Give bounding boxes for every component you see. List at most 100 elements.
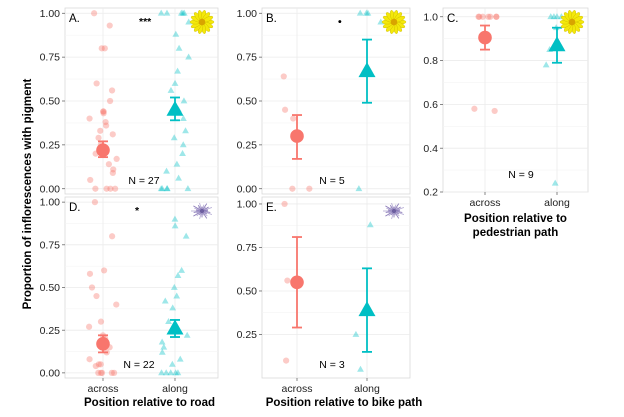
point-across — [103, 122, 110, 129]
panel-e: 0.25 0.50 0.75 1.00 E. N = 3 across along Positi… — [237, 196, 422, 409]
flower-center — [390, 18, 398, 26]
point-along — [162, 369, 170, 376]
point-along — [174, 67, 181, 74]
point-along — [163, 167, 170, 174]
x-tick-label: across — [470, 197, 501, 209]
point-across — [110, 166, 117, 173]
point-across — [95, 361, 102, 368]
point-along — [171, 79, 179, 86]
x-axis-title: pedestrian path — [473, 227, 559, 239]
sample-size-label: N = 22 — [123, 359, 154, 371]
panel-label: D. — [69, 202, 81, 214]
y-tick-label: 0.50 — [237, 286, 258, 298]
point-along — [158, 338, 166, 345]
yellow-flower-icon — [189, 10, 215, 34]
y-tick-label: 0.50 — [40, 96, 61, 108]
panel-label: B. — [266, 13, 277, 25]
point-along — [174, 271, 182, 278]
point-across — [100, 108, 107, 115]
point-along — [542, 61, 550, 68]
point-across — [290, 115, 297, 122]
point-along — [355, 185, 363, 192]
point-across — [97, 318, 105, 325]
y-tick-label: 0.4 — [423, 143, 438, 155]
point-along — [158, 369, 165, 376]
flower-center — [198, 18, 206, 26]
point-along — [170, 283, 178, 290]
across-mean-point — [290, 275, 304, 290]
point-along — [179, 114, 187, 121]
y-tick-label: 0.75 — [237, 52, 258, 64]
x-tick-label: along — [544, 197, 570, 209]
point-along — [173, 160, 181, 167]
point-along — [171, 222, 179, 229]
point-across — [102, 118, 109, 126]
purple-flower-icon — [191, 202, 213, 220]
point-across — [476, 13, 483, 20]
point-along — [171, 215, 179, 222]
point-across — [109, 169, 116, 177]
panel-label: C. — [447, 13, 459, 25]
point-across — [86, 270, 94, 277]
point-along — [161, 297, 169, 304]
point-across — [100, 267, 108, 274]
point-along — [356, 9, 364, 16]
point-across — [106, 22, 113, 29]
y-tick-label: 1.00 — [237, 8, 258, 20]
point-across — [88, 284, 96, 291]
y-tick-label: 0.00 — [40, 367, 61, 379]
point-along — [172, 30, 180, 37]
y-tick-label: 0.00 — [237, 183, 258, 195]
point-across — [100, 108, 107, 115]
y-tick-label: 0.75 — [40, 52, 61, 64]
point-along — [182, 232, 190, 239]
point-across — [109, 233, 116, 240]
flower-center — [391, 208, 397, 214]
point-across — [491, 107, 498, 115]
point-along — [179, 9, 187, 16]
x-tick-label: along — [162, 383, 188, 395]
along-mean-point — [358, 62, 376, 78]
point-across — [112, 185, 119, 192]
point-across — [485, 13, 492, 20]
point-across — [98, 369, 106, 376]
point-across — [306, 185, 313, 192]
point-across — [475, 13, 482, 20]
x-tick-label: across — [88, 383, 119, 395]
point-along — [179, 150, 186, 157]
y-tick-label: 0.8 — [423, 55, 438, 67]
point-across — [106, 97, 114, 105]
point-along — [163, 9, 171, 16]
panel-c: 0.2 0.4 0.6 0.8 1.0 C. N = 9 across along Positio… — [423, 7, 589, 239]
flower-center — [199, 208, 205, 214]
yellow-flower-icon — [559, 10, 585, 34]
y-tick-label: 0.50 — [237, 96, 258, 108]
point-along — [183, 331, 191, 338]
point-across — [103, 185, 110, 192]
point-across — [97, 127, 104, 134]
along-mean-point — [358, 301, 376, 317]
point-along — [180, 97, 188, 104]
point-along — [157, 9, 165, 16]
point-along — [163, 185, 171, 192]
panel-d: 0.00 0.25 0.50 0.75 1.00 D. * N = 22 across along… — [40, 196, 219, 409]
point-across — [85, 323, 93, 330]
significance-marker: • — [338, 16, 342, 28]
significance-marker: * — [135, 205, 140, 217]
point-across — [479, 13, 486, 20]
point-along — [165, 318, 172, 325]
point-across — [289, 185, 296, 192]
sample-size-label: N = 27 — [128, 175, 159, 187]
point-along — [174, 369, 182, 376]
y-tick-label: 0.25 — [237, 329, 258, 341]
point-across — [97, 369, 105, 376]
point-along — [168, 360, 176, 367]
panel-b: 0.00 0.25 0.50 0.75 1.00 B. • N = 5 — [237, 7, 411, 195]
x-axis-title: Position relative to road — [84, 397, 215, 409]
point-across — [110, 369, 118, 376]
point-across — [108, 87, 116, 94]
along-mean-point — [166, 319, 184, 335]
purple-flower-icon — [383, 202, 405, 220]
point-across — [86, 356, 93, 363]
